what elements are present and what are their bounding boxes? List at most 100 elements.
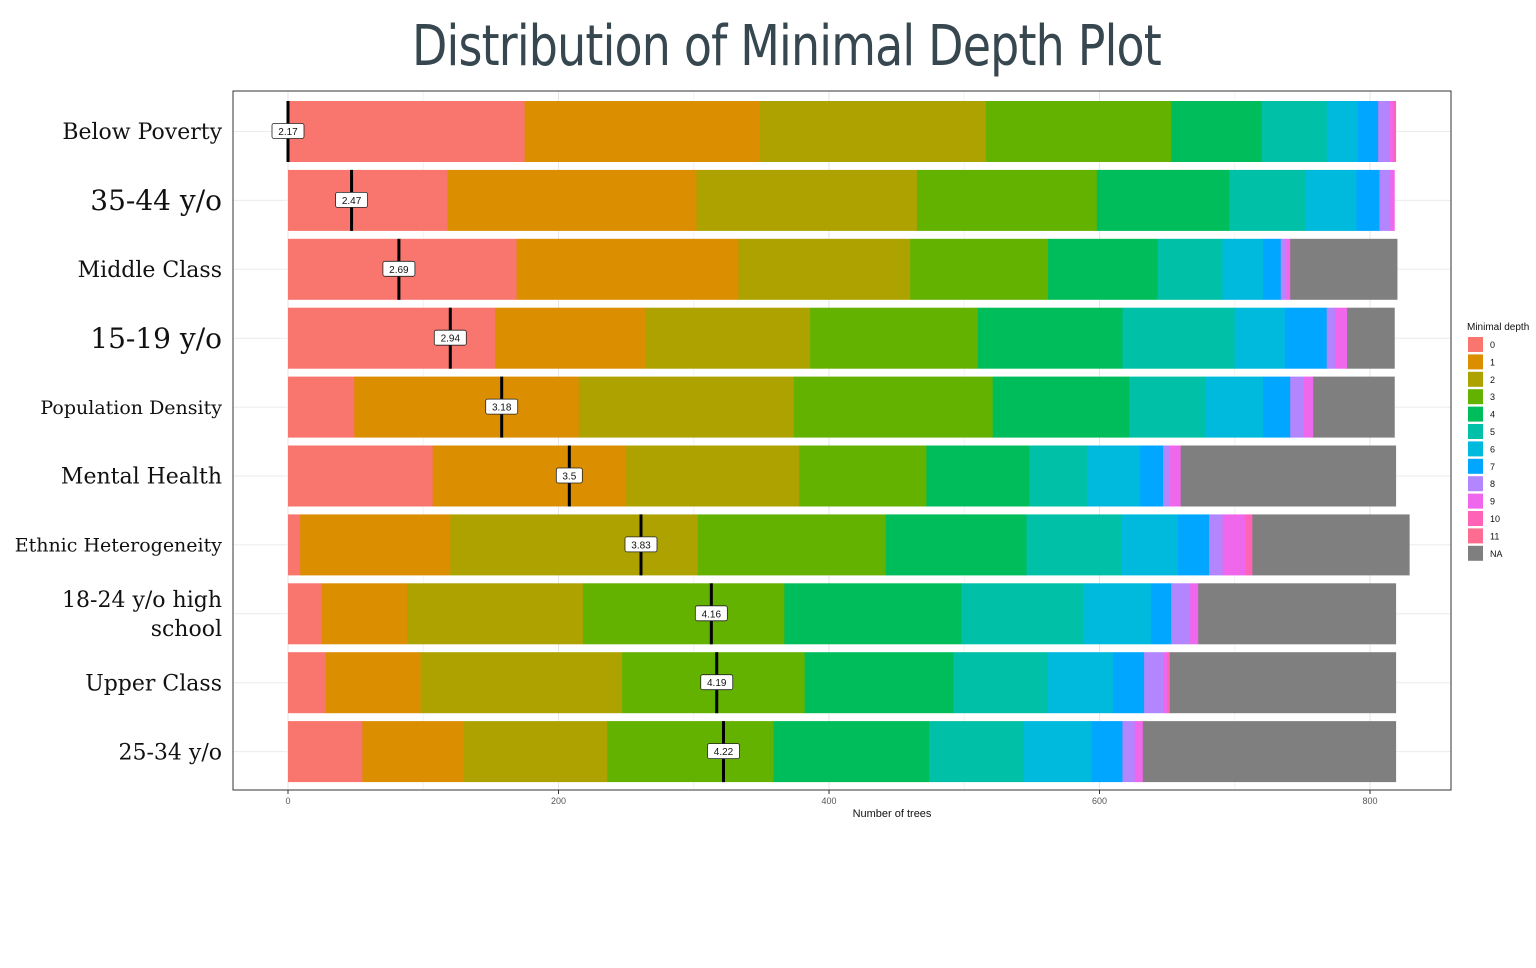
bar-segment: [288, 101, 526, 162]
bar-segment: [1113, 652, 1145, 714]
legend-swatch: [1468, 528, 1483, 544]
y-axis-label: 35-44 y/o: [90, 184, 222, 217]
bar-segment: [929, 721, 1025, 783]
bar-segment: [926, 445, 1030, 507]
bar-segment: [288, 652, 327, 714]
y-axis-label: Ethnic Heterogeneity: [15, 535, 223, 557]
bar-segment: [992, 376, 1130, 438]
legend-swatch: [1468, 354, 1483, 370]
legend-swatch: [1468, 493, 1483, 509]
bar-segment: [1171, 101, 1263, 162]
bar-segment: [1356, 169, 1380, 231]
bar-segment: [953, 652, 1049, 714]
bar-segment: [1163, 445, 1171, 507]
bar-segment: [1171, 583, 1191, 645]
bar-segment: [1190, 583, 1199, 645]
bar-segment: [607, 721, 774, 783]
bar-segment: [1169, 652, 1397, 714]
bar-segment: [1245, 514, 1253, 576]
bar-segment: [697, 514, 887, 576]
bar-segment: [1284, 307, 1328, 369]
bar-segment: [626, 445, 800, 507]
bar-segment: [1229, 169, 1306, 231]
bar-segment: [1180, 445, 1397, 507]
y-axis-label: Mental Health: [61, 465, 222, 490]
bar-segment: [1290, 238, 1398, 300]
mean-depth-label-box: [555, 467, 583, 484]
bar-segment: [784, 583, 962, 645]
x-tick-label: 200: [551, 796, 566, 806]
bar-segment: [1142, 721, 1397, 783]
bar-segment: [977, 307, 1123, 369]
bar-segment: [288, 169, 448, 231]
bar-segment: [1313, 376, 1395, 438]
mean-depth-label-box: [335, 191, 368, 208]
mean-depth-label-box: [382, 260, 416, 277]
mean-depth-label: 4.16: [702, 609, 722, 620]
bar-segment: [1222, 514, 1246, 576]
mean-depth-label: 3.5: [562, 472, 576, 483]
bar-segment: [1048, 652, 1114, 714]
bar-segment: [916, 169, 1098, 231]
legend-label: NA: [1490, 549, 1503, 559]
bar-segment: [645, 307, 811, 369]
legend-label: 5: [1490, 427, 1495, 437]
bar-segment: [321, 583, 408, 645]
bar-segment: [1140, 445, 1164, 507]
legend-swatch: [1468, 476, 1483, 492]
bar-segment: [773, 721, 930, 783]
bar-segment: [1379, 169, 1391, 231]
bar-segment: [1144, 652, 1164, 714]
bar-segment: [1150, 583, 1172, 645]
mean-depth-label: 4.19: [707, 678, 727, 689]
mean-depth-label-box: [700, 674, 734, 691]
bar-segment: [1157, 238, 1223, 300]
mean-depth-label-box: [624, 536, 658, 553]
mean-depth-label: 2.47: [342, 196, 362, 207]
bar-segment: [910, 238, 1049, 300]
mean-depth-label-box: [707, 743, 740, 759]
bar-segment: [1029, 445, 1088, 507]
bar-segment: [1392, 101, 1397, 162]
plot-panel: [232, 90, 1452, 791]
bar-segment: [1357, 101, 1379, 162]
bar-segment: [1234, 307, 1286, 369]
bar-segment: [1252, 514, 1410, 576]
mean-depth-label: 2.94: [441, 334, 461, 345]
legend-swatch: [1468, 406, 1483, 422]
legend-label: 8: [1490, 479, 1495, 489]
x-axis-ticks: 0 200 400 600 800: [285, 790, 1378, 806]
bar-segment: [1134, 721, 1144, 783]
x-tick-label: 400: [821, 796, 836, 806]
bar-segment: [1026, 514, 1122, 576]
bar-segment: [420, 652, 623, 714]
bar-segment: [524, 101, 761, 162]
bar-segment: [325, 652, 421, 714]
y-axis-label: Below Poverty: [62, 120, 222, 145]
bar-segment: [582, 583, 785, 645]
legend-label: 6: [1490, 444, 1495, 454]
bar-segment: [432, 445, 627, 507]
bar-segment: [1390, 169, 1395, 231]
bar-segment: [1122, 307, 1236, 369]
bar-segment: [1326, 307, 1336, 369]
bar-segment: [793, 376, 994, 438]
bar-segment: [354, 376, 580, 438]
bar-segment: [288, 376, 355, 438]
bar-segment: [1096, 169, 1230, 231]
bar-segment: [1347, 307, 1395, 369]
y-axis-label: 25-34 y/o: [118, 740, 222, 765]
legend-label: 7: [1490, 462, 1495, 472]
bar-segment: [450, 514, 699, 576]
legend-label: 0: [1490, 340, 1495, 350]
bar-segment: [1048, 238, 1159, 300]
chart-title: Distribution of Minimal Depth Plot: [412, 14, 1162, 79]
legend-swatch: [1468, 389, 1483, 405]
y-axis-label: Middle Class: [78, 258, 222, 283]
bar-segment: [1303, 376, 1314, 438]
bar-segment: [288, 514, 301, 576]
bar-segment: [1326, 101, 1359, 162]
mean-depth-label: 3.18: [492, 403, 512, 414]
bar-segment: [1198, 583, 1397, 645]
bar-segment: [1209, 514, 1223, 576]
